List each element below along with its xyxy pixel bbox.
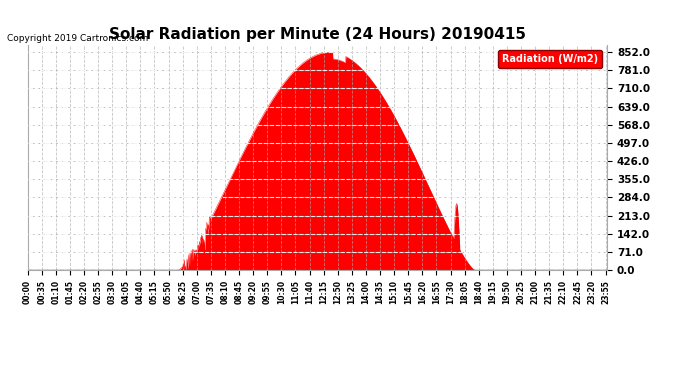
Legend: Radiation (W/m2): Radiation (W/m2) [498,50,602,68]
Text: Copyright 2019 Cartronics.com: Copyright 2019 Cartronics.com [7,34,148,43]
Title: Solar Radiation per Minute (24 Hours) 20190415: Solar Radiation per Minute (24 Hours) 20… [109,27,526,42]
